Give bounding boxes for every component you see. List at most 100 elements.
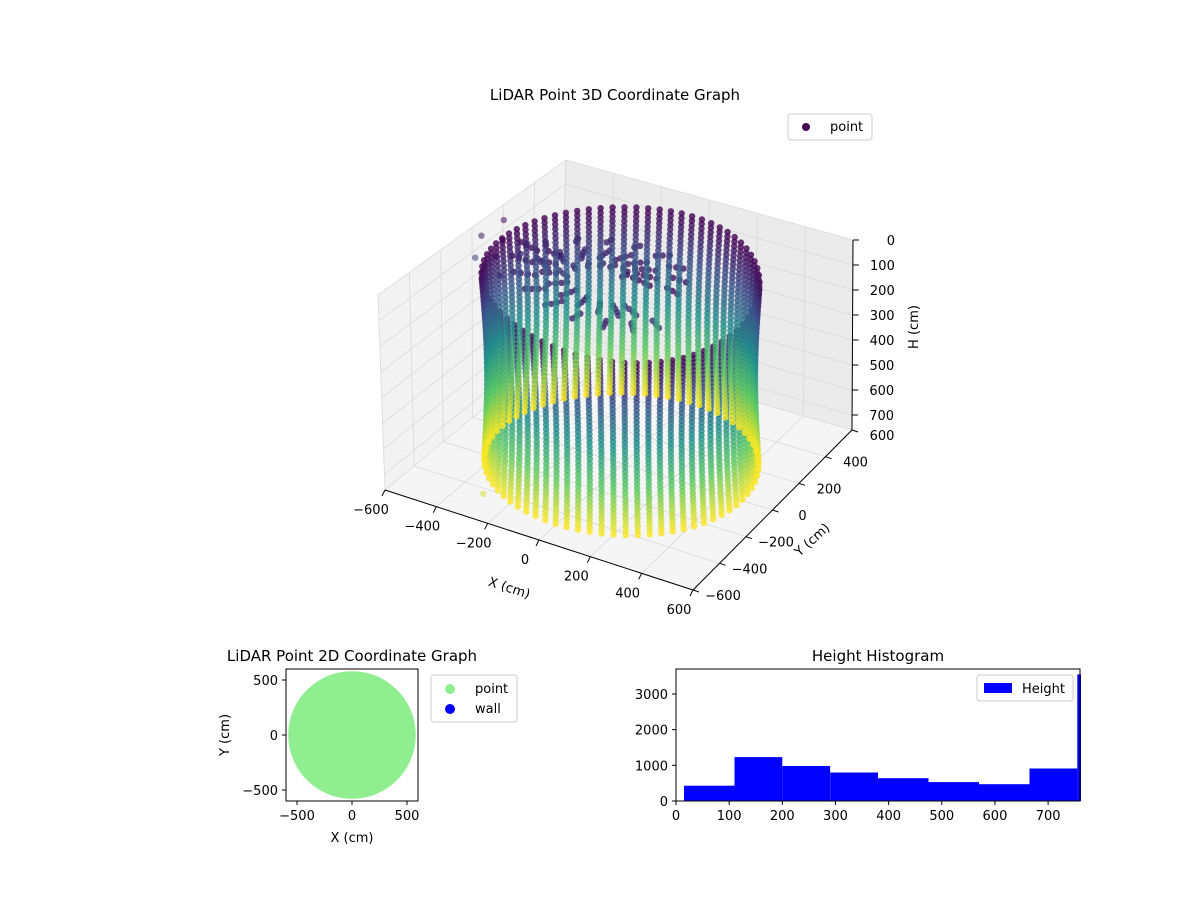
chart-3d-point xyxy=(501,276,508,283)
chart-3d-point xyxy=(541,224,548,231)
chart-3d-point xyxy=(552,315,560,323)
chart-3d-point xyxy=(754,472,761,480)
chart-3d-legend-box xyxy=(787,113,873,141)
chart-3d-ztick-label: 100 xyxy=(870,259,895,274)
chart-3d-point xyxy=(609,231,616,238)
chart-3d-point xyxy=(697,234,705,241)
chart-3d-point xyxy=(713,287,720,294)
chart-3d-point xyxy=(494,258,501,265)
chart-3d-point xyxy=(557,291,565,299)
chart-3d-ztick-label: 200 xyxy=(870,284,895,299)
chart-3d-point xyxy=(507,271,515,278)
chart-3d-point xyxy=(608,307,615,315)
chart-3d-point xyxy=(552,520,559,527)
chart-3d-point xyxy=(596,286,604,293)
chart-3d-point xyxy=(633,204,640,211)
chart-3d-point xyxy=(523,258,530,265)
chart-3d-point xyxy=(632,245,639,252)
chart-3d-point xyxy=(686,281,693,288)
chart-3d-point xyxy=(643,277,650,284)
chart-3d-point xyxy=(632,227,640,234)
chart-3d-point xyxy=(644,218,651,226)
chart-3d-point xyxy=(705,265,712,272)
chart-3d-point xyxy=(488,250,495,257)
chart-3d-point xyxy=(655,229,663,236)
chart-3d-point xyxy=(603,317,610,325)
chart-3d-xtick-label: 200 xyxy=(564,570,589,585)
chart-3d-point xyxy=(621,208,628,215)
chart-3d-point xyxy=(705,274,712,281)
chart-3d-point xyxy=(620,254,627,261)
chart-3d-point xyxy=(524,285,531,292)
chart-3d-point xyxy=(586,528,593,536)
chart-3d-point xyxy=(507,257,514,265)
chart-3d-point xyxy=(502,294,509,301)
chart-3d-point xyxy=(481,450,488,458)
chart-3d-point xyxy=(597,264,604,271)
chart-3d-ytick xyxy=(745,536,753,540)
chart-3d-point xyxy=(664,324,671,332)
chart-histogram-xtick-label: 400 xyxy=(876,809,901,824)
chart-3d-point xyxy=(733,337,740,344)
chart-2d-point-cloud xyxy=(288,671,416,799)
chart-3d-point xyxy=(713,282,720,290)
chart-3d-point xyxy=(516,441,523,449)
chart-3d-point xyxy=(704,323,711,330)
chart-3d-point xyxy=(552,239,559,246)
chart-3d-point xyxy=(502,307,509,314)
chart-3d-point xyxy=(644,237,651,244)
chart-3d-point xyxy=(597,227,604,235)
chart-3d-zlabel: H (cm) xyxy=(907,305,922,349)
chart-3d-point xyxy=(514,499,522,506)
chart-3d-point xyxy=(574,244,581,251)
chart-3d-outlier-point xyxy=(524,240,531,247)
chart-histogram: Height Histogram 0 100 200 300 400 500 600 7000… xyxy=(635,647,1081,824)
chart-3d-point xyxy=(509,302,516,310)
chart-3d-point xyxy=(738,329,746,337)
chart-3d-point xyxy=(500,492,507,500)
chart-3d-point xyxy=(542,314,550,321)
chart-3d-point xyxy=(695,341,702,348)
chart-3d-point xyxy=(585,228,593,236)
chart-2d-ylabel: Y (cm) xyxy=(218,714,233,757)
chart-3d-point xyxy=(705,269,712,277)
chart-3d-point xyxy=(721,287,728,294)
chart-3d-point xyxy=(619,285,627,292)
chart-histogram-bar xyxy=(684,785,735,801)
chart-histogram-frame xyxy=(675,668,1081,802)
chart-2d-plot: −500 0 500 500 0 −500 xyxy=(242,668,419,824)
chart-3d-point xyxy=(585,251,592,258)
chart-3d-point xyxy=(542,246,549,254)
chart-3d-point xyxy=(608,267,615,275)
chart-3d-point xyxy=(666,230,674,238)
chart-3d-point xyxy=(481,463,488,470)
chart-3d-z-axis-line xyxy=(851,239,854,431)
chart-3d-point xyxy=(643,259,650,267)
chart-3d-point xyxy=(676,255,683,263)
chart-3d-point xyxy=(574,253,581,260)
chart-3d-point xyxy=(710,516,717,523)
chart-3d-point xyxy=(696,257,704,264)
chart-3d-point xyxy=(499,239,506,246)
chart-histogram-xtick-label: 500 xyxy=(929,809,954,824)
chart-3d-point xyxy=(633,213,640,220)
chart-3d-point xyxy=(608,240,616,248)
chart-3d-point xyxy=(632,231,639,239)
chart-3d-point xyxy=(645,205,652,212)
chart-3d-point xyxy=(502,338,510,346)
chart-3d-point xyxy=(585,283,592,290)
chart-3d-point xyxy=(608,263,616,270)
chart-3d-point xyxy=(685,347,692,354)
chart-3d-point xyxy=(501,280,508,287)
chart-3d-point xyxy=(533,286,540,293)
chart-3d-point xyxy=(697,243,704,250)
chart-3d-point xyxy=(524,276,531,283)
chart-3d-point xyxy=(620,258,627,265)
chart-3d-point xyxy=(597,232,604,239)
chart-2d-ytick-label: 500 xyxy=(253,674,278,689)
chart-3d-point xyxy=(574,235,581,242)
chart-3d-point xyxy=(563,232,570,239)
chart-3d-point xyxy=(643,255,650,262)
chart-3d-point xyxy=(755,466,762,473)
chart-3d-point xyxy=(489,272,497,280)
